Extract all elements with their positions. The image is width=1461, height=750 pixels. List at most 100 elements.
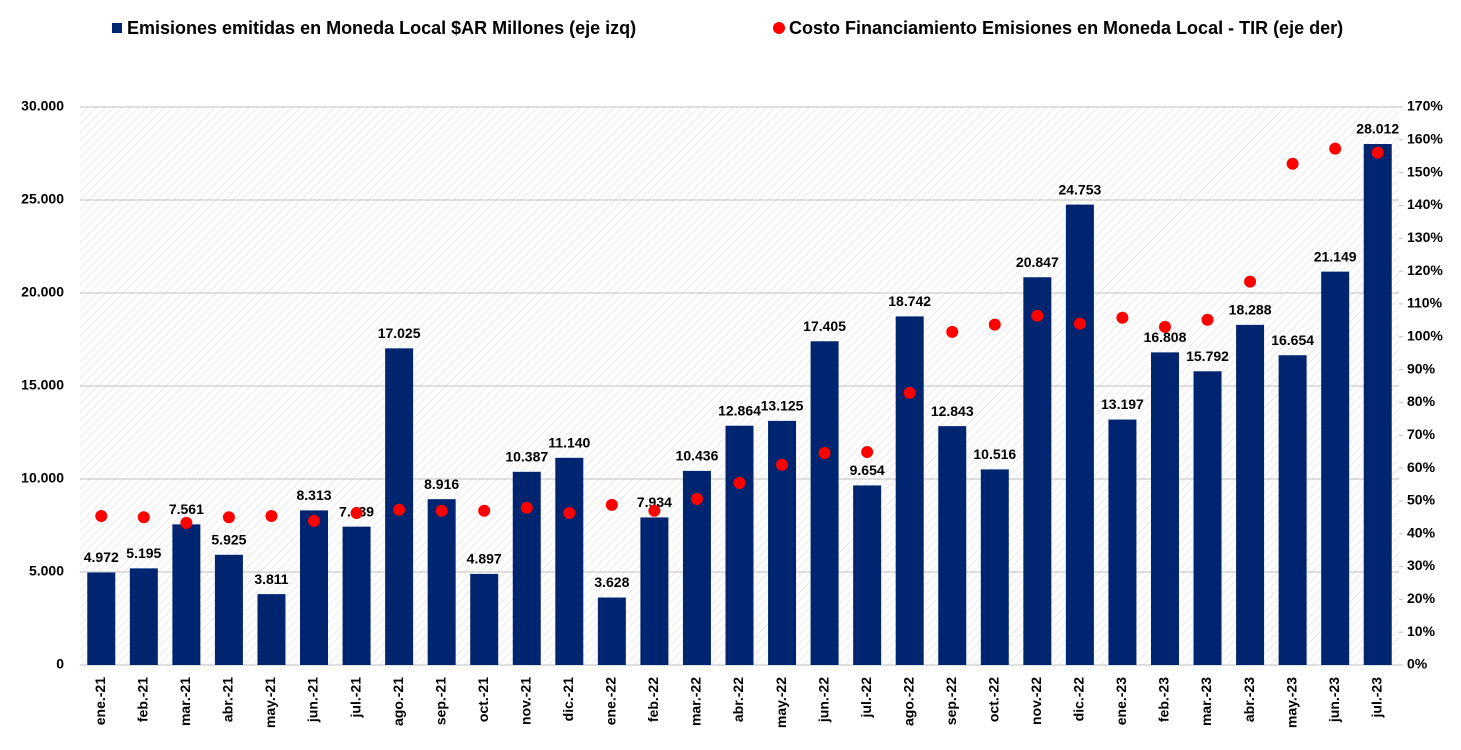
x-tick-label: jul.-21 bbox=[347, 677, 363, 719]
y2-tick-label: 170% bbox=[1407, 98, 1443, 114]
data-label: 5.195 bbox=[126, 545, 161, 561]
bar bbox=[512, 471, 541, 665]
data-label: 8.313 bbox=[296, 487, 331, 503]
point bbox=[222, 511, 235, 524]
point bbox=[1371, 146, 1384, 159]
data-label: 7.561 bbox=[169, 501, 204, 517]
point bbox=[818, 446, 831, 459]
bar bbox=[129, 568, 158, 665]
bar bbox=[1321, 271, 1350, 665]
x-tick-label: may.-22 bbox=[773, 677, 789, 728]
bar bbox=[768, 420, 797, 665]
x-tick-label: ago.-22 bbox=[900, 677, 916, 726]
x-tick-label: mar.-22 bbox=[688, 677, 704, 726]
bar bbox=[810, 341, 839, 665]
x-tick-label: feb.-23 bbox=[1156, 677, 1172, 722]
point bbox=[350, 507, 363, 520]
x-tick-label: oct.-21 bbox=[475, 677, 491, 722]
bar bbox=[980, 469, 1009, 665]
x-tick-label: ene.-21 bbox=[92, 677, 108, 725]
bar bbox=[427, 499, 456, 665]
y-tick-label: 10.000 bbox=[21, 470, 64, 486]
y2-tick-label: 160% bbox=[1407, 131, 1443, 147]
legend-marker bbox=[112, 23, 122, 33]
x-tick-label: dic.-21 bbox=[560, 677, 576, 722]
point bbox=[1201, 313, 1214, 326]
x-tick-label: ene.-23 bbox=[1113, 677, 1129, 725]
data-label: 3.628 bbox=[594, 574, 629, 590]
y-tick-label: 25.000 bbox=[21, 191, 64, 207]
point bbox=[988, 318, 1001, 331]
data-label: 7.934 bbox=[637, 494, 672, 510]
x-tick-label: abr.-23 bbox=[1241, 677, 1257, 722]
data-label: 10.436 bbox=[676, 448, 719, 464]
bar bbox=[342, 526, 371, 665]
point bbox=[861, 445, 874, 458]
data-label: 12.843 bbox=[931, 403, 974, 419]
point bbox=[478, 504, 491, 517]
x-tick-label: feb.-22 bbox=[645, 677, 661, 722]
point bbox=[95, 509, 108, 522]
bar bbox=[300, 510, 329, 665]
data-label: 9.654 bbox=[850, 462, 885, 478]
bar bbox=[172, 524, 201, 665]
data-label: 16.808 bbox=[1144, 329, 1187, 345]
data-label: 4.972 bbox=[84, 549, 119, 565]
data-label: 17.025 bbox=[378, 325, 421, 341]
point bbox=[137, 511, 150, 524]
bar bbox=[1278, 355, 1307, 665]
x-tick-label: ago.-21 bbox=[390, 677, 406, 726]
y2-tick-label: 120% bbox=[1407, 262, 1443, 278]
bar bbox=[1023, 277, 1052, 665]
x-tick-label: may.-21 bbox=[262, 677, 278, 728]
data-label: 12.864 bbox=[718, 402, 761, 418]
point bbox=[733, 476, 746, 489]
data-label: 17.405 bbox=[803, 318, 846, 334]
bar bbox=[853, 485, 882, 665]
x-tick-label: ene.-22 bbox=[603, 677, 619, 725]
point bbox=[648, 504, 661, 517]
bar bbox=[597, 597, 626, 665]
y2-tick-label: 110% bbox=[1407, 295, 1443, 311]
x-tick-label: sep.-21 bbox=[432, 677, 448, 725]
x-tick-label: mar.-23 bbox=[1198, 677, 1214, 726]
y2-tick-label: 150% bbox=[1407, 163, 1443, 179]
data-label: 3.811 bbox=[254, 571, 288, 587]
data-label: 28.012 bbox=[1356, 121, 1399, 137]
point bbox=[1116, 311, 1129, 324]
x-tick-label: nov.-22 bbox=[1028, 677, 1044, 725]
point bbox=[690, 492, 703, 505]
point bbox=[435, 504, 448, 517]
y2-tick-label: 50% bbox=[1407, 492, 1436, 508]
x-tick-label: sep.-22 bbox=[943, 677, 959, 725]
bar bbox=[214, 554, 243, 665]
x-tick-label: jun.-21 bbox=[305, 677, 321, 723]
y2-tick-label: 80% bbox=[1407, 393, 1436, 409]
data-label: 10.387 bbox=[505, 449, 548, 465]
data-label: 21.149 bbox=[1314, 248, 1357, 264]
point bbox=[393, 503, 406, 516]
y2-tick-label: 130% bbox=[1407, 229, 1443, 245]
y-tick-label: 0 bbox=[56, 656, 64, 672]
y2-tick-label: 60% bbox=[1407, 459, 1436, 475]
bar bbox=[1363, 143, 1392, 665]
bar bbox=[1236, 324, 1265, 665]
bar bbox=[1150, 352, 1179, 665]
data-label: 24.753 bbox=[1058, 181, 1101, 197]
bar bbox=[555, 457, 584, 665]
point bbox=[563, 507, 576, 520]
y2-tick-label: 100% bbox=[1407, 327, 1443, 343]
y2-tick-label: 70% bbox=[1407, 426, 1436, 442]
point bbox=[605, 498, 618, 511]
legend-label: Emisiones emitidas en Moneda Local $AR M… bbox=[127, 18, 636, 38]
x-tick-label: mar.-21 bbox=[177, 677, 193, 726]
x-tick-label: oct.-22 bbox=[985, 677, 1001, 722]
x-tick-label: jun.-23 bbox=[1326, 677, 1342, 723]
point bbox=[1073, 317, 1086, 330]
point bbox=[903, 386, 916, 399]
point bbox=[946, 325, 959, 338]
bar bbox=[87, 572, 116, 665]
x-tick-label: jun.-22 bbox=[815, 677, 831, 723]
x-tick-label: jul.-23 bbox=[1368, 677, 1384, 719]
